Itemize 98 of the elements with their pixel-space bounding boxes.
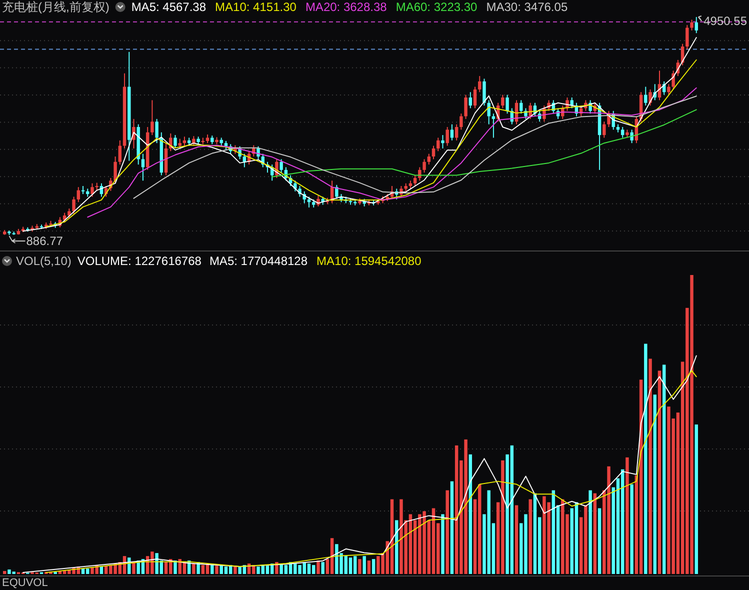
bar <box>362 556 366 574</box>
bar <box>468 454 472 574</box>
candlestick <box>422 158 426 174</box>
bar <box>441 514 444 574</box>
text: MA5: 1770448128 <box>209 254 308 268</box>
candlestick <box>432 145 436 160</box>
text: MA5: 4567.38 <box>131 0 206 14</box>
candlestick <box>436 137 440 152</box>
candlestick <box>602 121 606 138</box>
text: MA20: 3628.38 <box>305 0 388 14</box>
bar <box>3 571 6 574</box>
bar <box>598 508 602 574</box>
candlestick <box>76 186 80 203</box>
chart-title: VOL(5,10) <box>16 254 72 268</box>
bar <box>450 481 454 574</box>
bar <box>528 499 532 574</box>
text: MA10: 1594542080 <box>316 254 422 268</box>
bar <box>648 358 652 574</box>
bar <box>316 560 320 574</box>
bar <box>358 559 362 574</box>
candlestick <box>478 76 482 93</box>
bar <box>348 558 352 574</box>
bar <box>367 560 371 574</box>
chart-title: 充电桩(月线,前复权) <box>2 0 110 14</box>
candlestick <box>72 196 76 214</box>
candlestick <box>630 129 634 144</box>
bar <box>574 502 578 574</box>
bar <box>210 565 214 574</box>
bar <box>224 566 228 574</box>
bar <box>201 565 205 574</box>
candlestick <box>155 118 158 144</box>
annotation: 886.77 <box>26 234 64 248</box>
bar <box>533 493 537 574</box>
bar <box>694 424 698 574</box>
bar <box>653 394 656 574</box>
candlestick <box>90 182 94 198</box>
candlestick <box>644 86 648 106</box>
candlestick <box>454 124 458 141</box>
candlestick <box>520 100 523 114</box>
candlestick <box>667 84 670 96</box>
candlestick <box>694 16 698 34</box>
candlestick <box>192 136 196 146</box>
bar <box>307 564 311 574</box>
bar <box>620 469 624 574</box>
candlestick <box>690 19 694 31</box>
candlestick <box>174 134 177 149</box>
bar <box>626 457 629 574</box>
candlestick <box>450 124 454 141</box>
text: EQUVOL <box>2 577 48 589</box>
candlestick <box>473 86 477 109</box>
candlestick <box>427 153 431 166</box>
candlestick <box>178 138 182 149</box>
candlestick <box>141 153 145 182</box>
candlestick <box>418 166 422 182</box>
text: VOLUME: 1227616768 <box>77 254 202 268</box>
bar <box>588 490 592 574</box>
candlestick <box>528 102 532 120</box>
bar <box>174 560 177 574</box>
candlestick <box>441 134 444 149</box>
bar <box>215 566 218 574</box>
candlestick <box>446 126 449 146</box>
bar <box>644 344 648 574</box>
candlestick <box>256 146 260 160</box>
candlestick <box>620 126 624 138</box>
text: MA60: 3223.30 <box>396 0 478 14</box>
bar <box>321 562 324 574</box>
candlestick <box>686 24 689 50</box>
candlestick <box>335 184 338 200</box>
bar <box>514 505 518 574</box>
annotation: 4950.55 <box>704 14 748 28</box>
candlestick <box>487 100 490 125</box>
bar <box>372 559 376 574</box>
candlestick <box>118 140 122 166</box>
bar <box>192 564 196 574</box>
candlestick <box>482 78 486 106</box>
candlestick <box>460 113 463 130</box>
bar <box>312 565 316 574</box>
candlestick <box>501 94 504 109</box>
bar <box>432 508 436 574</box>
text: MA10: 4151.30 <box>215 0 297 14</box>
bar <box>266 566 270 574</box>
candlestick <box>150 100 154 136</box>
candlestick <box>114 156 117 184</box>
candlestick <box>413 174 417 187</box>
bar <box>593 493 597 574</box>
bar <box>662 364 666 574</box>
candlestick <box>506 94 509 114</box>
candlestick <box>169 132 172 152</box>
candlestick <box>468 92 472 109</box>
candlestick <box>280 158 283 174</box>
bar <box>552 490 556 574</box>
candlestick <box>68 208 71 219</box>
bar <box>446 490 449 574</box>
candlestick <box>464 94 468 120</box>
text: MA30: 3476.05 <box>486 0 568 14</box>
bar <box>658 370 662 574</box>
candlestick <box>648 88 652 106</box>
bar <box>630 484 634 574</box>
